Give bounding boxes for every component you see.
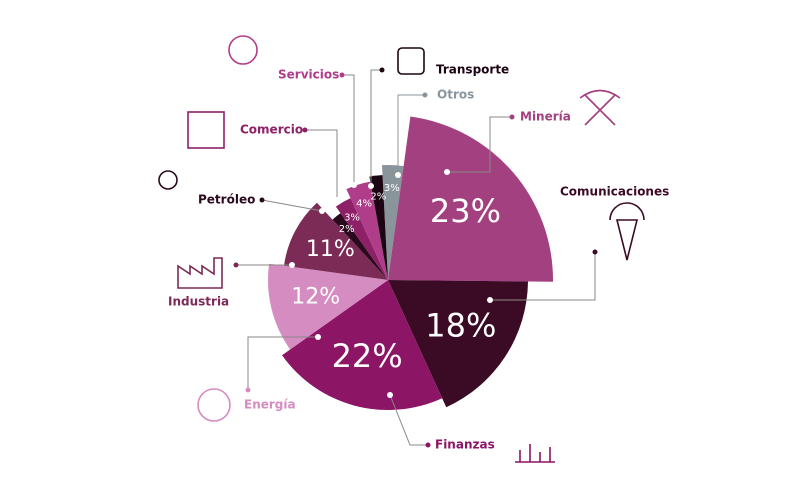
leader-end [592, 249, 598, 255]
pie-slice [282, 280, 443, 410]
value-label: 3% [384, 183, 400, 194]
category-label: Servicios [278, 68, 339, 82]
leader-end [245, 387, 251, 393]
leader-dot [395, 172, 401, 178]
category-label: Minería [520, 110, 571, 124]
category-label: Comunicaciones [560, 185, 669, 199]
leader-dot [351, 182, 357, 188]
pie-slice [332, 213, 388, 280]
pie-slice [388, 280, 528, 408]
leader-line [490, 252, 596, 301]
leader-line [305, 129, 338, 200]
leader-line [261, 199, 323, 212]
pie-slice [388, 116, 553, 282]
leader-end [422, 92, 428, 98]
leader-dot [368, 183, 374, 189]
leader-dot [487, 297, 493, 303]
category-label: Finanzas [435, 438, 495, 452]
leader-line [447, 116, 512, 173]
energia-icon [197, 388, 231, 422]
leader-end [302, 127, 308, 133]
category-label: Industria [168, 295, 229, 309]
value-label: 2% [370, 192, 386, 203]
category-label: Energía [244, 398, 296, 412]
finanzas-icon [515, 444, 555, 463]
pie-slice [346, 181, 388, 280]
value-label: 18% [425, 306, 496, 344]
leader-line [342, 74, 355, 185]
leader-line [389, 394, 428, 446]
value-label: 12% [291, 285, 340, 310]
leader-line [397, 94, 425, 175]
icons [158, 35, 645, 463]
value-label: 22% [332, 337, 403, 375]
pie-slice [369, 175, 388, 280]
petroleo-icon [158, 170, 178, 190]
comunicaciones-icon [609, 202, 645, 261]
leader-dot [315, 334, 321, 340]
category-label: Otros [437, 88, 474, 102]
leader-end [259, 197, 265, 203]
pie-slice [381, 164, 404, 280]
value-label: 11% [306, 237, 355, 262]
value-label: 4% [356, 199, 372, 210]
mineria-icon [579, 89, 621, 126]
leader-end [379, 67, 385, 73]
leader-dot [334, 197, 340, 203]
leader-end [233, 262, 239, 268]
leader-dot [319, 208, 325, 214]
leader-end [425, 442, 431, 448]
industria-icon [177, 257, 223, 289]
pie-slice [335, 198, 388, 280]
leader-dot [444, 169, 450, 175]
servicios-icon [228, 35, 258, 65]
leader-end [509, 114, 515, 120]
leader-end [339, 72, 345, 78]
category-label: Petróleo [198, 193, 255, 207]
value-label: 3% [344, 213, 360, 224]
pie-slice [268, 263, 388, 350]
comercio-icon [187, 111, 225, 149]
leader-dot [289, 262, 295, 268]
value-label: 23% [430, 192, 501, 230]
category-label: Transporte [436, 63, 509, 77]
leader-line [370, 69, 382, 186]
leader-dot [387, 392, 393, 398]
value-label: 2% [339, 224, 355, 235]
leader-line [247, 336, 318, 390]
category-label: Comercio [240, 123, 303, 137]
pie-slice [283, 202, 388, 280]
transporte-icon [397, 47, 425, 75]
